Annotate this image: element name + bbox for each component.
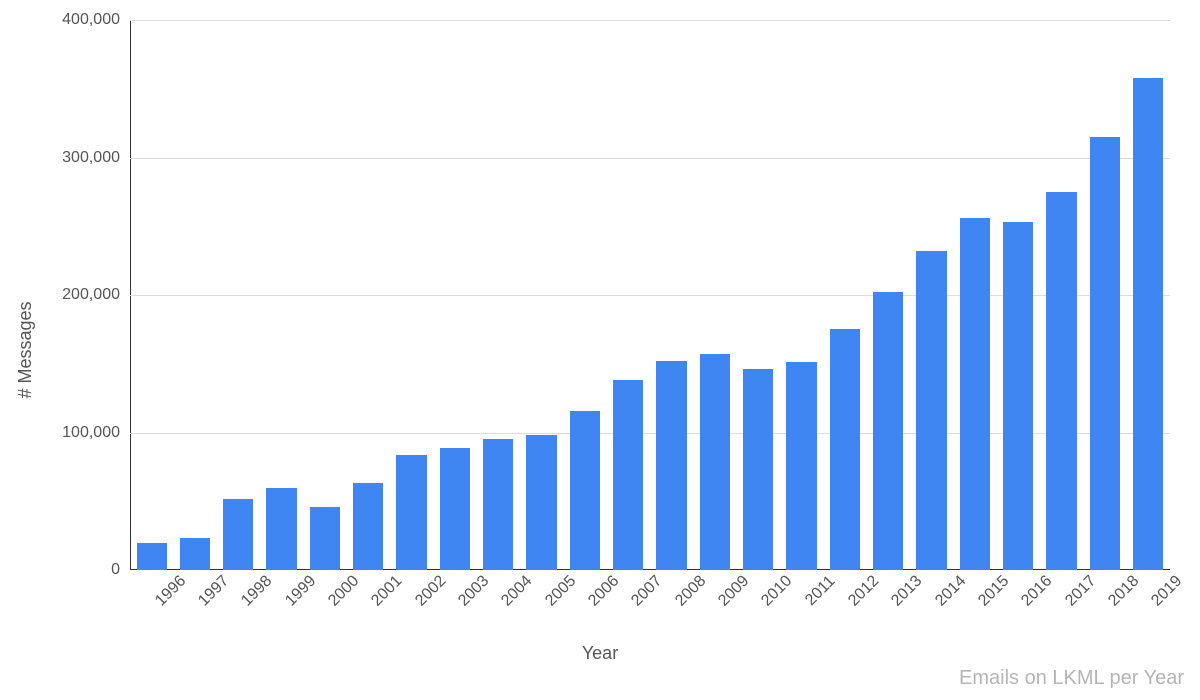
bar-slot: 2001 [347, 20, 390, 570]
bar [786, 362, 816, 570]
x-tick-label: 2019 [1141, 580, 1179, 618]
bar [960, 218, 990, 570]
chart-caption: Emails on LKML per Year [959, 667, 1184, 690]
y-tick-label: 300,000 [62, 149, 130, 167]
bar-chart: # Messages 0100,000200,000300,000400,000… [0, 0, 1200, 700]
x-tick-label: 2008 [664, 580, 702, 618]
bar [916, 251, 946, 570]
x-tick-label: 2002 [404, 580, 442, 618]
x-tick-label: 1997 [188, 580, 226, 618]
x-axis-label: Year [0, 643, 1200, 664]
x-tick-label: 2017 [1054, 580, 1092, 618]
bar-slot: 1997 [173, 20, 216, 570]
bar [830, 329, 860, 570]
y-axis-label: # Messages [15, 301, 36, 398]
bar-slot: 2015 [953, 20, 996, 570]
bar-slot: 2004 [477, 20, 520, 570]
x-tick-label: 2007 [621, 580, 659, 618]
plot-area: 0100,000200,000300,000400,000 1996199719… [130, 20, 1170, 570]
bar-slot: 2007 [607, 20, 650, 570]
y-tick-label: 0 [111, 561, 130, 579]
bar [873, 292, 903, 570]
x-tick-label: 2011 [794, 580, 831, 617]
bar-slot: 2012 [823, 20, 866, 570]
bar-slot: 2017 [1040, 20, 1083, 570]
bar-slot: 1999 [260, 20, 303, 570]
bar [483, 439, 513, 570]
bar [700, 354, 730, 570]
bar-slot: 1998 [217, 20, 260, 570]
x-tick-label: 2012 [838, 580, 876, 618]
y-tick-label: 100,000 [62, 424, 130, 442]
bar [1003, 222, 1033, 570]
bar [526, 435, 556, 570]
x-tick-label: 2014 [924, 580, 962, 618]
bar-slot: 2016 [997, 20, 1040, 570]
bar-slot: 2018 [1083, 20, 1126, 570]
x-tick-label: 2006 [578, 580, 616, 618]
bar [1133, 78, 1163, 570]
x-tick-label: 2015 [968, 580, 1006, 618]
bar [743, 369, 773, 570]
bar [1046, 192, 1076, 570]
bar-slot: 2002 [390, 20, 433, 570]
bar [613, 380, 643, 570]
x-tick-label: 2009 [708, 580, 746, 618]
x-tick-label: 2010 [751, 580, 789, 618]
x-tick-label: 2016 [1011, 580, 1049, 618]
bar-slot: 2000 [303, 20, 346, 570]
bar-slot: 2009 [693, 20, 736, 570]
bar [223, 499, 253, 571]
x-tick-label: 2005 [534, 580, 572, 618]
bar [266, 488, 296, 571]
y-tick-label: 200,000 [62, 286, 130, 304]
x-tick-label: 2013 [881, 580, 919, 618]
bar-slot: 2014 [910, 20, 953, 570]
bar-slot: 2006 [563, 20, 606, 570]
y-tick-label: 400,000 [62, 11, 130, 29]
bars-container: 1996199719981999200020012002200320042005… [130, 20, 1170, 570]
bar-slot: 2008 [650, 20, 693, 570]
bar [180, 538, 210, 570]
bar [440, 448, 470, 570]
x-tick-label: 1998 [231, 580, 269, 618]
x-tick-label: 2004 [491, 580, 529, 618]
x-tick-label: 2001 [361, 580, 399, 618]
bar [310, 507, 340, 570]
bar-slot: 2019 [1127, 20, 1170, 570]
bar [353, 483, 383, 570]
x-tick-label: 1996 [144, 580, 182, 618]
x-tick-label: 2018 [1098, 580, 1136, 618]
bar [137, 543, 167, 571]
bar [656, 361, 686, 570]
bar-slot: 2011 [780, 20, 823, 570]
x-tick-label: 1999 [274, 580, 312, 618]
x-tick-label: 2003 [448, 580, 486, 618]
bar-slot: 2005 [520, 20, 563, 570]
bar-slot: 2003 [433, 20, 476, 570]
bar-slot: 1996 [130, 20, 173, 570]
bar [396, 455, 426, 571]
x-tick-label: 2000 [318, 580, 356, 618]
bar-slot: 2010 [737, 20, 780, 570]
bar-slot: 2013 [867, 20, 910, 570]
bar [1090, 137, 1120, 570]
bar [570, 411, 600, 571]
